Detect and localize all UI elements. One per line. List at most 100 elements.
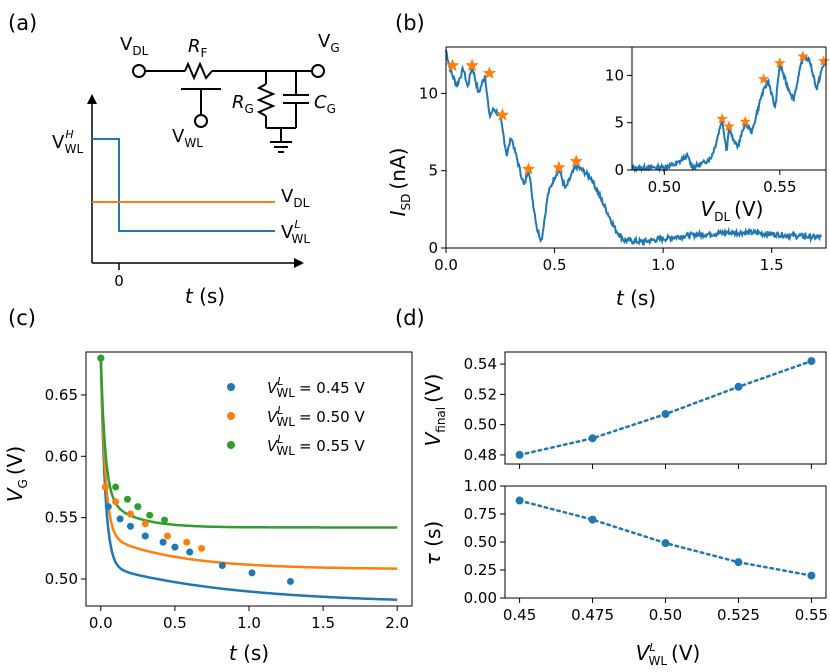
- legend-label-055: VL WL = 0.55 V: [267, 433, 365, 458]
- c-data-point-0: [218, 562, 226, 570]
- c-ytick-label: 0.50: [45, 570, 78, 588]
- plot-d-bottom-xtick-label: 0.525: [717, 606, 760, 624]
- d-xlabel: VL WL (V): [636, 641, 701, 668]
- circuit-schematic: [132, 61, 325, 153]
- inset-axes-frame: [631, 46, 827, 171]
- inset-peak-star-4: [774, 57, 786, 68]
- plot-d-bottom-data-point: [661, 539, 670, 548]
- vwl-low-label: VL WL: [281, 218, 310, 246]
- chart-b-current-vs-time: 0.0 0.5 1.0 1.5 0 5 10: [419, 46, 827, 274]
- pulse-diagram: [87, 94, 304, 270]
- chart-b-inset-current-vs-vdl: 0.50 0.55 0 5 10: [605, 46, 830, 196]
- c-data-point-2: [123, 495, 131, 503]
- c-data-point-0: [141, 532, 149, 540]
- legend-marker-055: [227, 441, 235, 449]
- plot-d-bottom-data-point: [588, 515, 597, 524]
- plot-d-bottom-xtick-label: 0.475: [571, 606, 614, 624]
- plot-d-bottom-dotted-line: [518, 499, 813, 577]
- b-xtick-label: 0.0: [434, 256, 458, 274]
- vdl-node-label: VDL: [120, 34, 149, 58]
- chart-d-vfinal: 0.48 0.50 0.52 0.54: [464, 351, 827, 469]
- c-data-point-0: [116, 515, 124, 523]
- inset-peak-star-0: [716, 112, 728, 124]
- c-data-point-0: [171, 543, 179, 551]
- b-current-trace: [445, 49, 823, 248]
- b-xtick-label: 1.5: [760, 256, 784, 274]
- panel-label-b: (b): [395, 11, 425, 35]
- inset-ytick-label: 10: [605, 66, 624, 84]
- b-peak-star-0: [445, 58, 460, 72]
- c-xlabel: t (s): [229, 641, 269, 665]
- plot-d-top-dotted-line: [518, 359, 813, 457]
- b-peak-star-1: [465, 58, 479, 72]
- d-top-ylabel: Vfinal(V): [421, 374, 448, 447]
- c-xtick-label: 1.5: [311, 614, 335, 632]
- c-xtick-label: 1.0: [237, 614, 261, 632]
- b-peak-star-6: [569, 154, 583, 168]
- c-data-point-1: [164, 532, 171, 540]
- c-data-point-2: [161, 516, 169, 524]
- c-data-point-0: [159, 538, 167, 546]
- c-ytick-label: 0.55: [45, 509, 78, 527]
- c-data-point-0: [286, 577, 294, 585]
- panel-label-a: (a): [8, 11, 37, 35]
- vdl-terminal: [132, 64, 146, 78]
- c-data-point-1: [101, 483, 109, 491]
- plot-d-bottom-xtick-label: 0.50: [649, 606, 682, 624]
- plot-d-bottom-data-point: [515, 496, 524, 505]
- b-inset-background: [632, 47, 826, 170]
- panel-label-c: (c): [8, 306, 36, 330]
- plot-d-top-ytick-label: 0.52: [464, 385, 497, 403]
- plot-d-bottom-ytick-label: 0.25: [464, 561, 497, 579]
- plot-d-bottom-ytick-label: 0.00: [464, 589, 497, 607]
- b-ytick-label: 10: [419, 84, 438, 102]
- rg-label: RG: [232, 92, 254, 116]
- rf-label: RF: [188, 36, 208, 60]
- c-xtick-label: 2.0: [385, 614, 409, 632]
- plot-d-top-ytick-label: 0.50: [464, 416, 497, 434]
- plot-d-bottom-ytick-label: 0.50: [464, 533, 497, 551]
- c-legend: VL WL = 0.45 V VL WL = 0.50 V VL WL = 0.55 V: [227, 375, 365, 458]
- inset-peak-star-2: [739, 115, 751, 127]
- legend-marker-050: [227, 412, 235, 420]
- b-xtick-label: 0.5: [543, 256, 567, 274]
- plot-d-top-data-point: [515, 450, 524, 459]
- vwl-pulse-trace: [92, 138, 275, 232]
- c-data-point-1: [183, 538, 191, 546]
- b-peak-star-5: [552, 160, 566, 174]
- chart-c-vg-vs-time: 0.0 0.5 1.0 1.5 2.0 0.50 0.55 0.60 0.65: [45, 351, 413, 632]
- c-data-point-1: [141, 520, 149, 528]
- c-data-point-2: [112, 483, 120, 491]
- c-data-point-1: [126, 510, 134, 518]
- plot-d-top-ytick-label: 0.48: [464, 446, 497, 464]
- b-ytick-label: 5: [428, 162, 438, 180]
- legend-label-045: VL WL = 0.45 V: [267, 375, 365, 400]
- c-data-point-0: [248, 569, 256, 577]
- b-ylabel: ISD(nA): [386, 148, 413, 217]
- inset-ytick-label: 0: [614, 161, 624, 179]
- inset-peak-star-3: [757, 73, 770, 84]
- rg-resistor: [256, 83, 276, 117]
- plot-d-bottom-xtick-label: 0.45: [503, 606, 536, 624]
- inset-xtick-label: 0.50: [648, 178, 681, 196]
- c-ylabel: VG(V): [3, 446, 30, 502]
- c-data-point-2: [97, 354, 105, 362]
- plot-d-top-data-point: [588, 434, 597, 443]
- b-xtick-label: 1.0: [651, 256, 675, 274]
- vdl-level-label: VDL: [281, 186, 310, 210]
- pulse-zero-tick: 0: [114, 272, 124, 290]
- c-data-point-1: [198, 544, 206, 552]
- inset-ytick-label: 5: [614, 114, 624, 132]
- c-data-point-2: [134, 503, 142, 511]
- vwl-node-label: VWL: [172, 126, 203, 150]
- b-peak-star-4: [521, 162, 536, 175]
- inset-xtick-label: 0.55: [763, 178, 796, 196]
- pulse-xlabel: t (s): [185, 284, 225, 308]
- b-ytick-label: 0: [428, 239, 438, 257]
- b-xlabel: t (s): [616, 286, 656, 310]
- c-fit-curve-0: [99, 358, 398, 601]
- plot-d-top-data-point: [807, 357, 816, 366]
- plot-d-bottom-xtick-label: 0.55: [795, 606, 828, 624]
- inset-peak-star-6: [818, 55, 830, 66]
